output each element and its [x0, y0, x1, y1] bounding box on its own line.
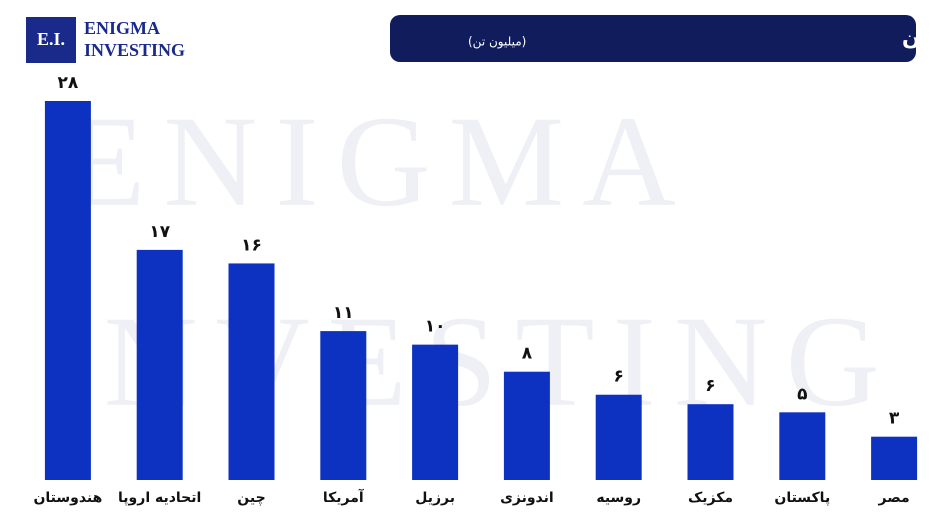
x-tick-label: برزیل	[415, 490, 455, 506]
bar	[595, 394, 642, 480]
x-tick-label: اندونزی	[500, 490, 554, 506]
value-label: ۶	[705, 376, 715, 396]
value-label: ۶	[614, 367, 624, 387]
title-box	[390, 15, 916, 62]
bar	[412, 344, 459, 480]
x-tick-label: اتحادیه اروپا	[118, 490, 201, 506]
bar	[228, 263, 275, 480]
bar	[503, 371, 550, 480]
logo-name: Enigma	[84, 18, 160, 38]
x-tick-label: مکزیک	[688, 490, 733, 506]
chart-subtitle: (میلیون تن)	[468, 35, 526, 50]
x-tick-label: مصر	[878, 490, 910, 506]
value-label: ۱۷	[149, 222, 170, 242]
value-label: ۱۶	[241, 235, 262, 255]
logo-mark: E.I.	[37, 29, 65, 49]
logo-name: Investing	[84, 40, 185, 60]
watermark-text: ENIGMA	[66, 90, 694, 234]
logo-box	[26, 17, 76, 63]
bar	[871, 436, 918, 480]
x-tick-label: هندوستان	[33, 490, 102, 506]
bar	[136, 249, 183, 480]
chart-title: بزرگ‌ترین مصرف‌کنندگان شکر در جهان	[902, 25, 940, 50]
value-label: ۱۰	[425, 317, 446, 337]
bar	[687, 404, 734, 480]
bar	[320, 331, 367, 480]
value-label: ۵	[797, 384, 807, 404]
value-label: ۳	[889, 409, 900, 429]
bar	[44, 101, 91, 480]
value-label: ۱۱	[333, 303, 354, 323]
x-tick-label: چین	[237, 490, 265, 506]
value-label: ۲۸	[58, 73, 79, 93]
x-tick-label: آمریکا	[323, 488, 365, 506]
bar	[779, 412, 826, 480]
x-tick-label: روسیه	[596, 490, 641, 506]
value-label: ۸	[522, 344, 533, 364]
x-tick-label: پاکستان	[774, 490, 830, 506]
